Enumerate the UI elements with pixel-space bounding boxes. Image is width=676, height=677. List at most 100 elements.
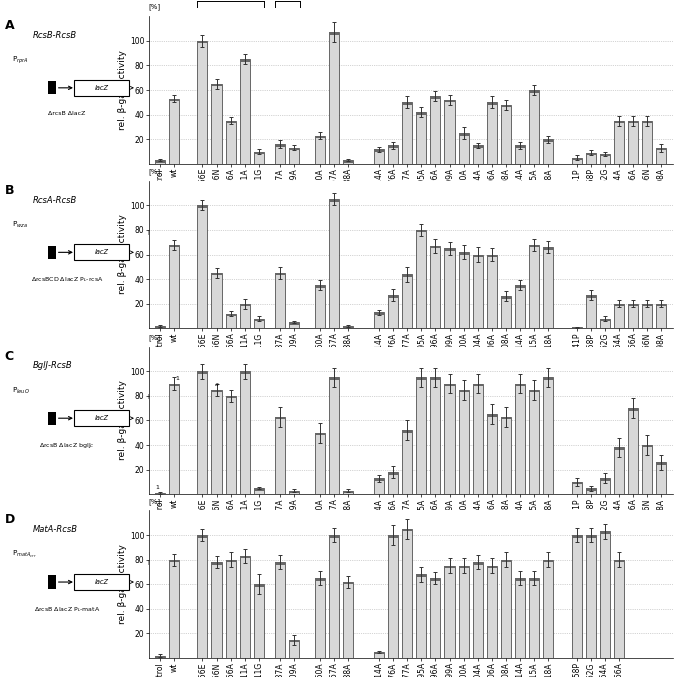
Bar bbox=[314, 433, 324, 435]
Bar bbox=[431, 246, 441, 248]
Bar bbox=[614, 560, 624, 658]
Bar bbox=[416, 230, 427, 328]
Bar bbox=[571, 158, 581, 164]
Bar bbox=[374, 149, 384, 152]
Text: lacZ: lacZ bbox=[95, 415, 109, 421]
Bar bbox=[275, 273, 285, 276]
Bar bbox=[614, 447, 624, 494]
Bar bbox=[431, 578, 441, 658]
Bar bbox=[529, 390, 539, 494]
Bar bbox=[473, 383, 483, 494]
Bar bbox=[515, 578, 525, 658]
Bar bbox=[240, 371, 250, 374]
Text: P$_{wza}$: P$_{wza}$ bbox=[12, 220, 28, 230]
Bar bbox=[628, 121, 638, 164]
Bar bbox=[212, 84, 222, 87]
Bar bbox=[212, 390, 222, 494]
Bar bbox=[289, 640, 299, 658]
Bar bbox=[444, 100, 454, 102]
Bar bbox=[329, 32, 339, 164]
Bar bbox=[600, 478, 610, 481]
Bar bbox=[240, 556, 250, 658]
Bar bbox=[571, 327, 581, 330]
Bar bbox=[642, 445, 652, 447]
Bar bbox=[47, 246, 55, 259]
Bar bbox=[240, 304, 250, 306]
Bar bbox=[458, 390, 468, 392]
Bar bbox=[254, 584, 264, 587]
Bar bbox=[458, 252, 468, 328]
Bar bbox=[600, 531, 610, 658]
Bar bbox=[544, 139, 554, 164]
Bar bbox=[571, 535, 581, 658]
Bar bbox=[155, 655, 165, 658]
Text: a: a bbox=[214, 382, 218, 387]
Bar bbox=[444, 383, 454, 386]
Bar bbox=[656, 304, 667, 306]
Bar bbox=[155, 493, 165, 496]
Bar bbox=[614, 121, 624, 123]
Bar bbox=[314, 578, 324, 658]
Bar bbox=[515, 146, 525, 148]
Bar bbox=[515, 383, 525, 386]
Text: RcsA-RcsB: RcsA-RcsB bbox=[32, 196, 77, 204]
Bar bbox=[501, 105, 511, 107]
Bar bbox=[458, 133, 468, 164]
Bar bbox=[197, 371, 208, 494]
Bar bbox=[515, 578, 525, 581]
Bar bbox=[487, 566, 497, 568]
Text: lacZ: lacZ bbox=[95, 249, 109, 255]
Bar bbox=[254, 488, 264, 494]
Bar bbox=[656, 462, 667, 494]
Text: MatA-RcsB: MatA-RcsB bbox=[32, 525, 78, 534]
Bar bbox=[487, 102, 497, 164]
Text: [%]: [%] bbox=[149, 3, 161, 10]
Bar bbox=[254, 488, 264, 491]
Bar bbox=[444, 100, 454, 164]
Bar bbox=[416, 377, 427, 494]
Bar bbox=[487, 102, 497, 105]
Bar bbox=[289, 491, 299, 493]
Bar bbox=[431, 246, 441, 328]
Bar bbox=[275, 273, 285, 328]
Bar bbox=[388, 472, 398, 494]
Bar bbox=[329, 377, 339, 380]
Bar bbox=[402, 274, 412, 328]
Bar bbox=[388, 146, 398, 148]
Bar bbox=[628, 408, 638, 410]
Text: ΔrcsB ΔlacZ bglJ$_C$: ΔrcsB ΔlacZ bglJ$_C$ bbox=[39, 441, 95, 450]
Bar bbox=[155, 160, 165, 162]
Bar bbox=[642, 304, 652, 328]
Bar bbox=[416, 377, 427, 380]
Bar bbox=[343, 326, 353, 328]
Bar bbox=[155, 326, 165, 328]
Bar bbox=[197, 41, 208, 43]
Bar bbox=[212, 562, 222, 658]
Bar bbox=[289, 148, 299, 150]
Bar bbox=[600, 478, 610, 494]
Bar bbox=[240, 371, 250, 494]
Bar bbox=[431, 377, 441, 494]
Bar bbox=[473, 146, 483, 164]
Bar bbox=[529, 244, 539, 247]
Bar bbox=[585, 295, 596, 328]
Bar bbox=[529, 90, 539, 93]
Bar bbox=[571, 158, 581, 160]
Bar bbox=[374, 149, 384, 164]
Text: P: P bbox=[214, 252, 219, 261]
Bar bbox=[585, 535, 596, 658]
Bar bbox=[614, 560, 624, 562]
Bar bbox=[226, 560, 236, 658]
Text: D: D bbox=[5, 513, 15, 527]
Y-axis label: rel. β-gal. activity: rel. β-gal. activity bbox=[118, 215, 127, 294]
Bar bbox=[402, 274, 412, 277]
Bar bbox=[529, 90, 539, 164]
Bar bbox=[585, 153, 596, 164]
Bar bbox=[388, 146, 398, 164]
Text: A: A bbox=[5, 19, 14, 32]
Bar bbox=[212, 273, 222, 276]
Bar bbox=[329, 535, 339, 538]
Bar bbox=[515, 383, 525, 494]
Bar bbox=[614, 304, 624, 306]
Bar bbox=[74, 244, 129, 261]
